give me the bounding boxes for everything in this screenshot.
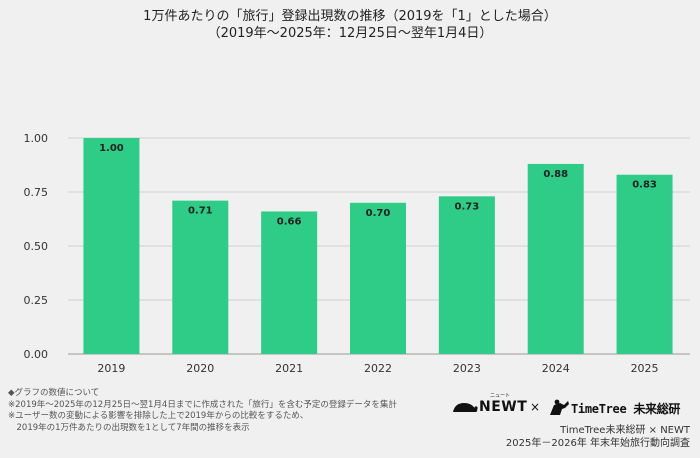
data-label: 0.71 [188,206,213,217]
collab-times-sign: × [530,400,541,414]
newt-logo: ニュート NEWT [452,393,528,419]
binoculars-person-icon [550,399,569,415]
timetree-logo: TimeTree 未来総研 [548,397,692,419]
chart-subtitle: （2019年〜2025年：12月25日〜翌年1月4日） [207,26,493,41]
y-tick-label: 0.25 [24,294,49,307]
note-line: ※ユーザー数の変動による影響を排除した上で2019年からの比較をするため、 [8,411,309,421]
data-label: 0.66 [277,216,302,227]
x-tick-label: 2022 [364,362,392,375]
bar [261,211,318,354]
x-tick-label: 2024 [542,362,570,375]
chart-title-line1: 1万件あたりの「旅行」登録出現数の推移（2019を「1」とした場合） [143,9,557,24]
y-tick-label: 1.00 [24,132,49,145]
bar [83,138,140,354]
survey-credit: TimeTree未来総研 × NEWT 2025年－2026年 年末年始旅行動向… [506,424,690,450]
bar [172,200,229,354]
note-heading: ◆グラフの数値について [8,388,100,398]
note-line: 2019年の1万件あたりの出現数を1として7年間の推移を表示 [8,422,250,433]
y-tick-label: 0.75 [24,186,49,199]
x-tick-label: 2025 [631,362,659,375]
y-tick-label: 0.50 [24,240,49,253]
chart-notes: ◆グラフの数値について ※2019年〜2025年の12月25日〜翌1月4日までに… [8,388,448,434]
data-label: 0.73 [455,201,480,212]
bar [616,174,673,354]
x-tick-label: 2023 [453,362,481,375]
bar [527,163,584,354]
timetree-logo-text: TimeTree 未来総研 [571,402,681,416]
turtle-icon [453,403,478,412]
bar-chart: 0.00 0.25 0.50 0.75 1.00 1.00 2019 0.71 2020 0.66… [24,132,690,375]
newt-logo-text: NEWT [479,399,528,415]
data-label: 1.00 [99,143,124,154]
data-label: 0.83 [632,180,657,191]
data-label: 0.70 [366,208,391,219]
credit-line2: 2025年－2026年 年末年始旅行動向調査 [505,438,690,449]
bar [438,196,495,354]
x-tick-label: 2021 [275,362,303,375]
bar [350,202,406,354]
chart-title: 1万件あたりの「旅行」登録出現数の推移（2019を「1」とした場合） （2019… [0,8,700,42]
y-tick-label: 0.00 [24,348,49,361]
x-tick-label: 2019 [97,362,125,375]
data-label: 0.88 [543,169,568,180]
newt-logo-kana: ニュート [490,393,511,399]
note-line: ※2019年〜2025年の12月25日〜翌1月4日までに作成された「旅行」を含む… [8,399,397,410]
x-tick-label: 2020 [186,362,214,375]
credit-line1: TimeTree未来総研 × NEWT [560,425,690,436]
partner-logos: ニュート NEWT × TimeTree 未来総研 [452,393,692,419]
